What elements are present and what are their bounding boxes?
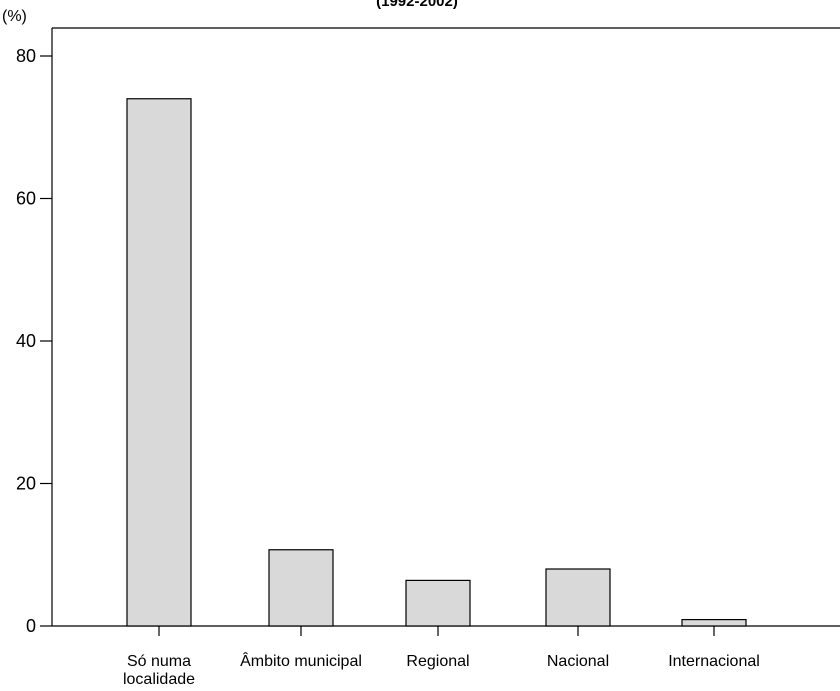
bar bbox=[681, 618, 747, 627]
x-tick-label: Âmbito municipal bbox=[240, 651, 362, 670]
bar bbox=[268, 549, 334, 627]
chart-subtitle: (1992-2002) bbox=[376, 0, 458, 10]
x-tick-label: Internacional bbox=[668, 653, 760, 670]
y-tick-label: 80 bbox=[16, 46, 36, 66]
y-tick-label: 20 bbox=[16, 474, 36, 494]
y-axis-ticks: 0 20 40 60 80 bbox=[16, 46, 52, 636]
bars bbox=[126, 98, 747, 627]
y-tick-label: 0 bbox=[26, 616, 36, 636]
bar bbox=[405, 579, 471, 627]
bar bbox=[126, 98, 192, 627]
y-tick-label: 40 bbox=[16, 331, 36, 351]
x-tick-label: Regional bbox=[406, 653, 469, 670]
y-axis-unit-label: (%) bbox=[2, 8, 27, 25]
y-tick-label: 60 bbox=[16, 189, 36, 209]
x-tick-label: Nacional bbox=[547, 653, 609, 670]
x-tick-label: localidade bbox=[123, 671, 195, 688]
x-tick-label: Só numa bbox=[127, 653, 191, 670]
bar bbox=[545, 568, 611, 627]
